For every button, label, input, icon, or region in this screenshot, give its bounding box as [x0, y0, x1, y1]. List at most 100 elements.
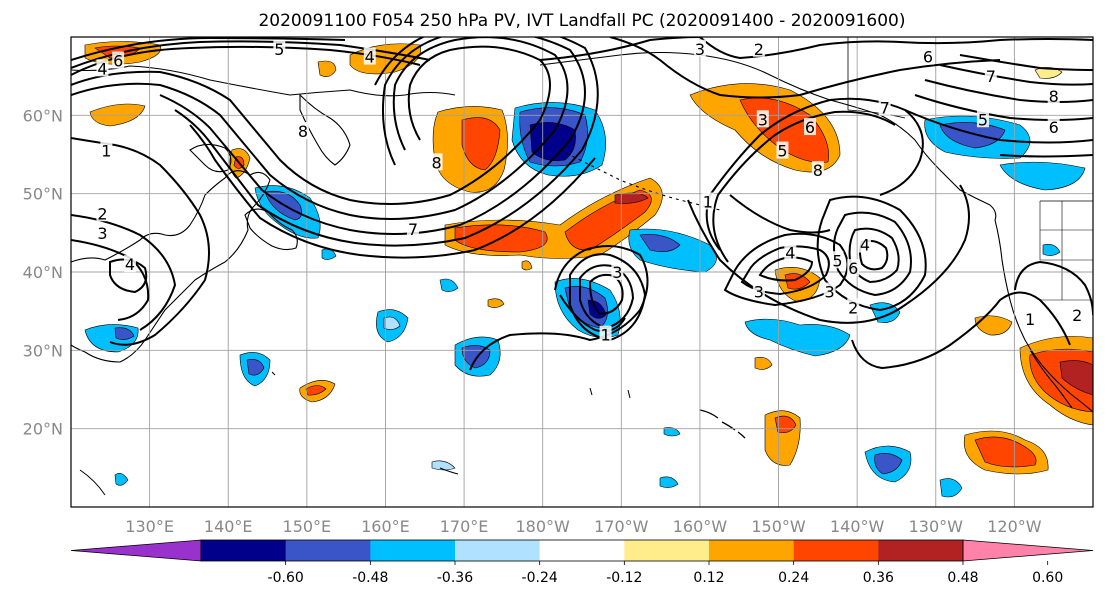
contour-label: 8	[431, 153, 441, 172]
pv-negative-region	[246, 359, 265, 376]
contour-label: 5	[274, 40, 284, 59]
contour-label: 1	[1025, 310, 1035, 329]
colorbar-segment	[201, 540, 287, 561]
coastline-na-west	[994, 219, 1093, 413]
contour-label-bg	[430, 153, 443, 171]
colorbar-tick-label: 0.60	[1032, 570, 1063, 586]
contour-label-bg	[693, 39, 706, 57]
contour-label: 6	[1049, 118, 1059, 137]
colorbar-extend-low	[70, 539, 202, 562]
contour-label: 6	[848, 259, 858, 278]
ivt-contour	[71, 37, 569, 220]
contour-label-bg	[100, 141, 113, 159]
coastline-baja	[1029, 349, 1073, 409]
colorbar-segment	[709, 540, 795, 561]
colorbar-tick-label: 0.12	[693, 570, 724, 586]
contour-label: 4	[97, 59, 107, 78]
ivt-contour	[1014, 260, 1093, 316]
latitude-tick-labels: 60°N 50°N 40°N 30°N 20°N	[23, 106, 63, 438]
ivt-contour	[559, 294, 626, 333]
colorbar-outline	[200, 539, 964, 562]
colorbar-tick-label: -0.48	[352, 570, 388, 586]
ivt-contour	[848, 227, 900, 284]
longitude-tick-label: 150°W	[751, 517, 806, 536]
ivt-contour	[174, 37, 599, 247]
contour-label: 1	[101, 142, 111, 161]
longitude-tick-label: 180°W	[516, 517, 571, 536]
pv-positive-region	[461, 117, 501, 171]
ivt-contour	[687, 184, 970, 324]
pv-negative-region	[439, 278, 459, 292]
longitude-tick-label: 170°W	[594, 517, 649, 536]
contour-label: 6	[805, 118, 815, 137]
latitude-tick-label: 20°N	[23, 420, 63, 439]
colorbar-segment	[285, 540, 371, 561]
ivt-contour	[71, 239, 150, 321]
longitude-tick-label: 150°E	[283, 517, 332, 536]
latitude-tick-label: 50°N	[23, 185, 63, 204]
colorbar-tick-label: 0.48	[947, 570, 978, 586]
colorbar-tick-label: -0.60	[268, 570, 304, 586]
contour-label: 3	[97, 224, 107, 243]
contour-label-bg	[406, 219, 419, 237]
contour-label-bg	[611, 263, 624, 280]
map-title: 2020091100 F054 250 hPa PV, IVT Landfall…	[258, 11, 905, 31]
ivt-contour	[71, 40, 431, 69]
contour-label: 2	[1072, 306, 1082, 325]
pv-negative-region	[114, 473, 129, 486]
longitude-tick-labels: 130°E 140°E 150°E 160°E 170°E 180°W 170°W 160°W…	[125, 517, 1041, 536]
contour-label: 3	[754, 283, 764, 302]
colorbar-tick-label: 0.24	[778, 570, 809, 586]
ivt-contour	[588, 273, 624, 316]
contour-label-bg	[803, 118, 816, 136]
ivt-contour	[999, 154, 1093, 158]
contour-label-bg	[96, 204, 109, 222]
pv-positive-region	[974, 315, 1013, 336]
coastline-hawaii	[699, 409, 746, 439]
contour-label: 2	[97, 204, 107, 223]
contour-label-bg	[756, 110, 769, 128]
ivt-contour	[579, 264, 635, 330]
colorbar-tick-label: -0.12	[606, 570, 642, 586]
ivt-contour	[469, 245, 649, 371]
contour-label: 4	[125, 255, 135, 274]
longitude-tick-label: 130°E	[125, 517, 174, 536]
contour-label-bg	[1047, 118, 1060, 136]
contour-label-bg	[1047, 86, 1060, 104]
contour-label: 8	[1049, 87, 1059, 106]
contour-label-bg	[599, 325, 612, 343]
pv-negative-region	[1042, 244, 1061, 256]
pv-positive-region	[317, 60, 337, 77]
ivt-contour	[758, 256, 814, 282]
longitude-tick-label: 140°E	[204, 517, 253, 536]
longitude-tick-label: 140°W	[830, 517, 885, 536]
contour-label-bg	[296, 122, 309, 139]
contour-label-bg	[1024, 310, 1037, 327]
contour-label-bg	[823, 282, 836, 300]
coastline-okhotsk	[189, 143, 232, 173]
longitude-tick-label: 160°W	[673, 517, 728, 536]
contour-label-bg	[976, 110, 989, 128]
pv-negative-region	[639, 234, 681, 252]
contour-label: 3	[612, 263, 622, 282]
latitude-tick-label: 30°N	[23, 341, 63, 360]
colorbar-extend-high	[962, 539, 1094, 562]
ivt-contour	[699, 37, 1093, 60]
contour-label-bg	[784, 243, 797, 261]
ivt-contour	[904, 109, 1093, 144]
coastline-kamchatka	[299, 93, 351, 166]
ivt-contour	[924, 79, 1093, 103]
pv-positive-region	[564, 189, 652, 251]
ivt-contour	[71, 137, 210, 346]
pv-negative-region	[744, 318, 851, 357]
longitude-tick-label: 160°E	[361, 517, 410, 536]
contour-label: 7	[880, 99, 890, 118]
colorbar-segment	[370, 540, 456, 561]
contour-label-bg	[831, 251, 844, 269]
map-frame	[70, 36, 1094, 508]
contour-label: 3	[695, 40, 705, 59]
colorbar-segment	[624, 540, 710, 561]
contour-label: 7	[986, 67, 996, 86]
